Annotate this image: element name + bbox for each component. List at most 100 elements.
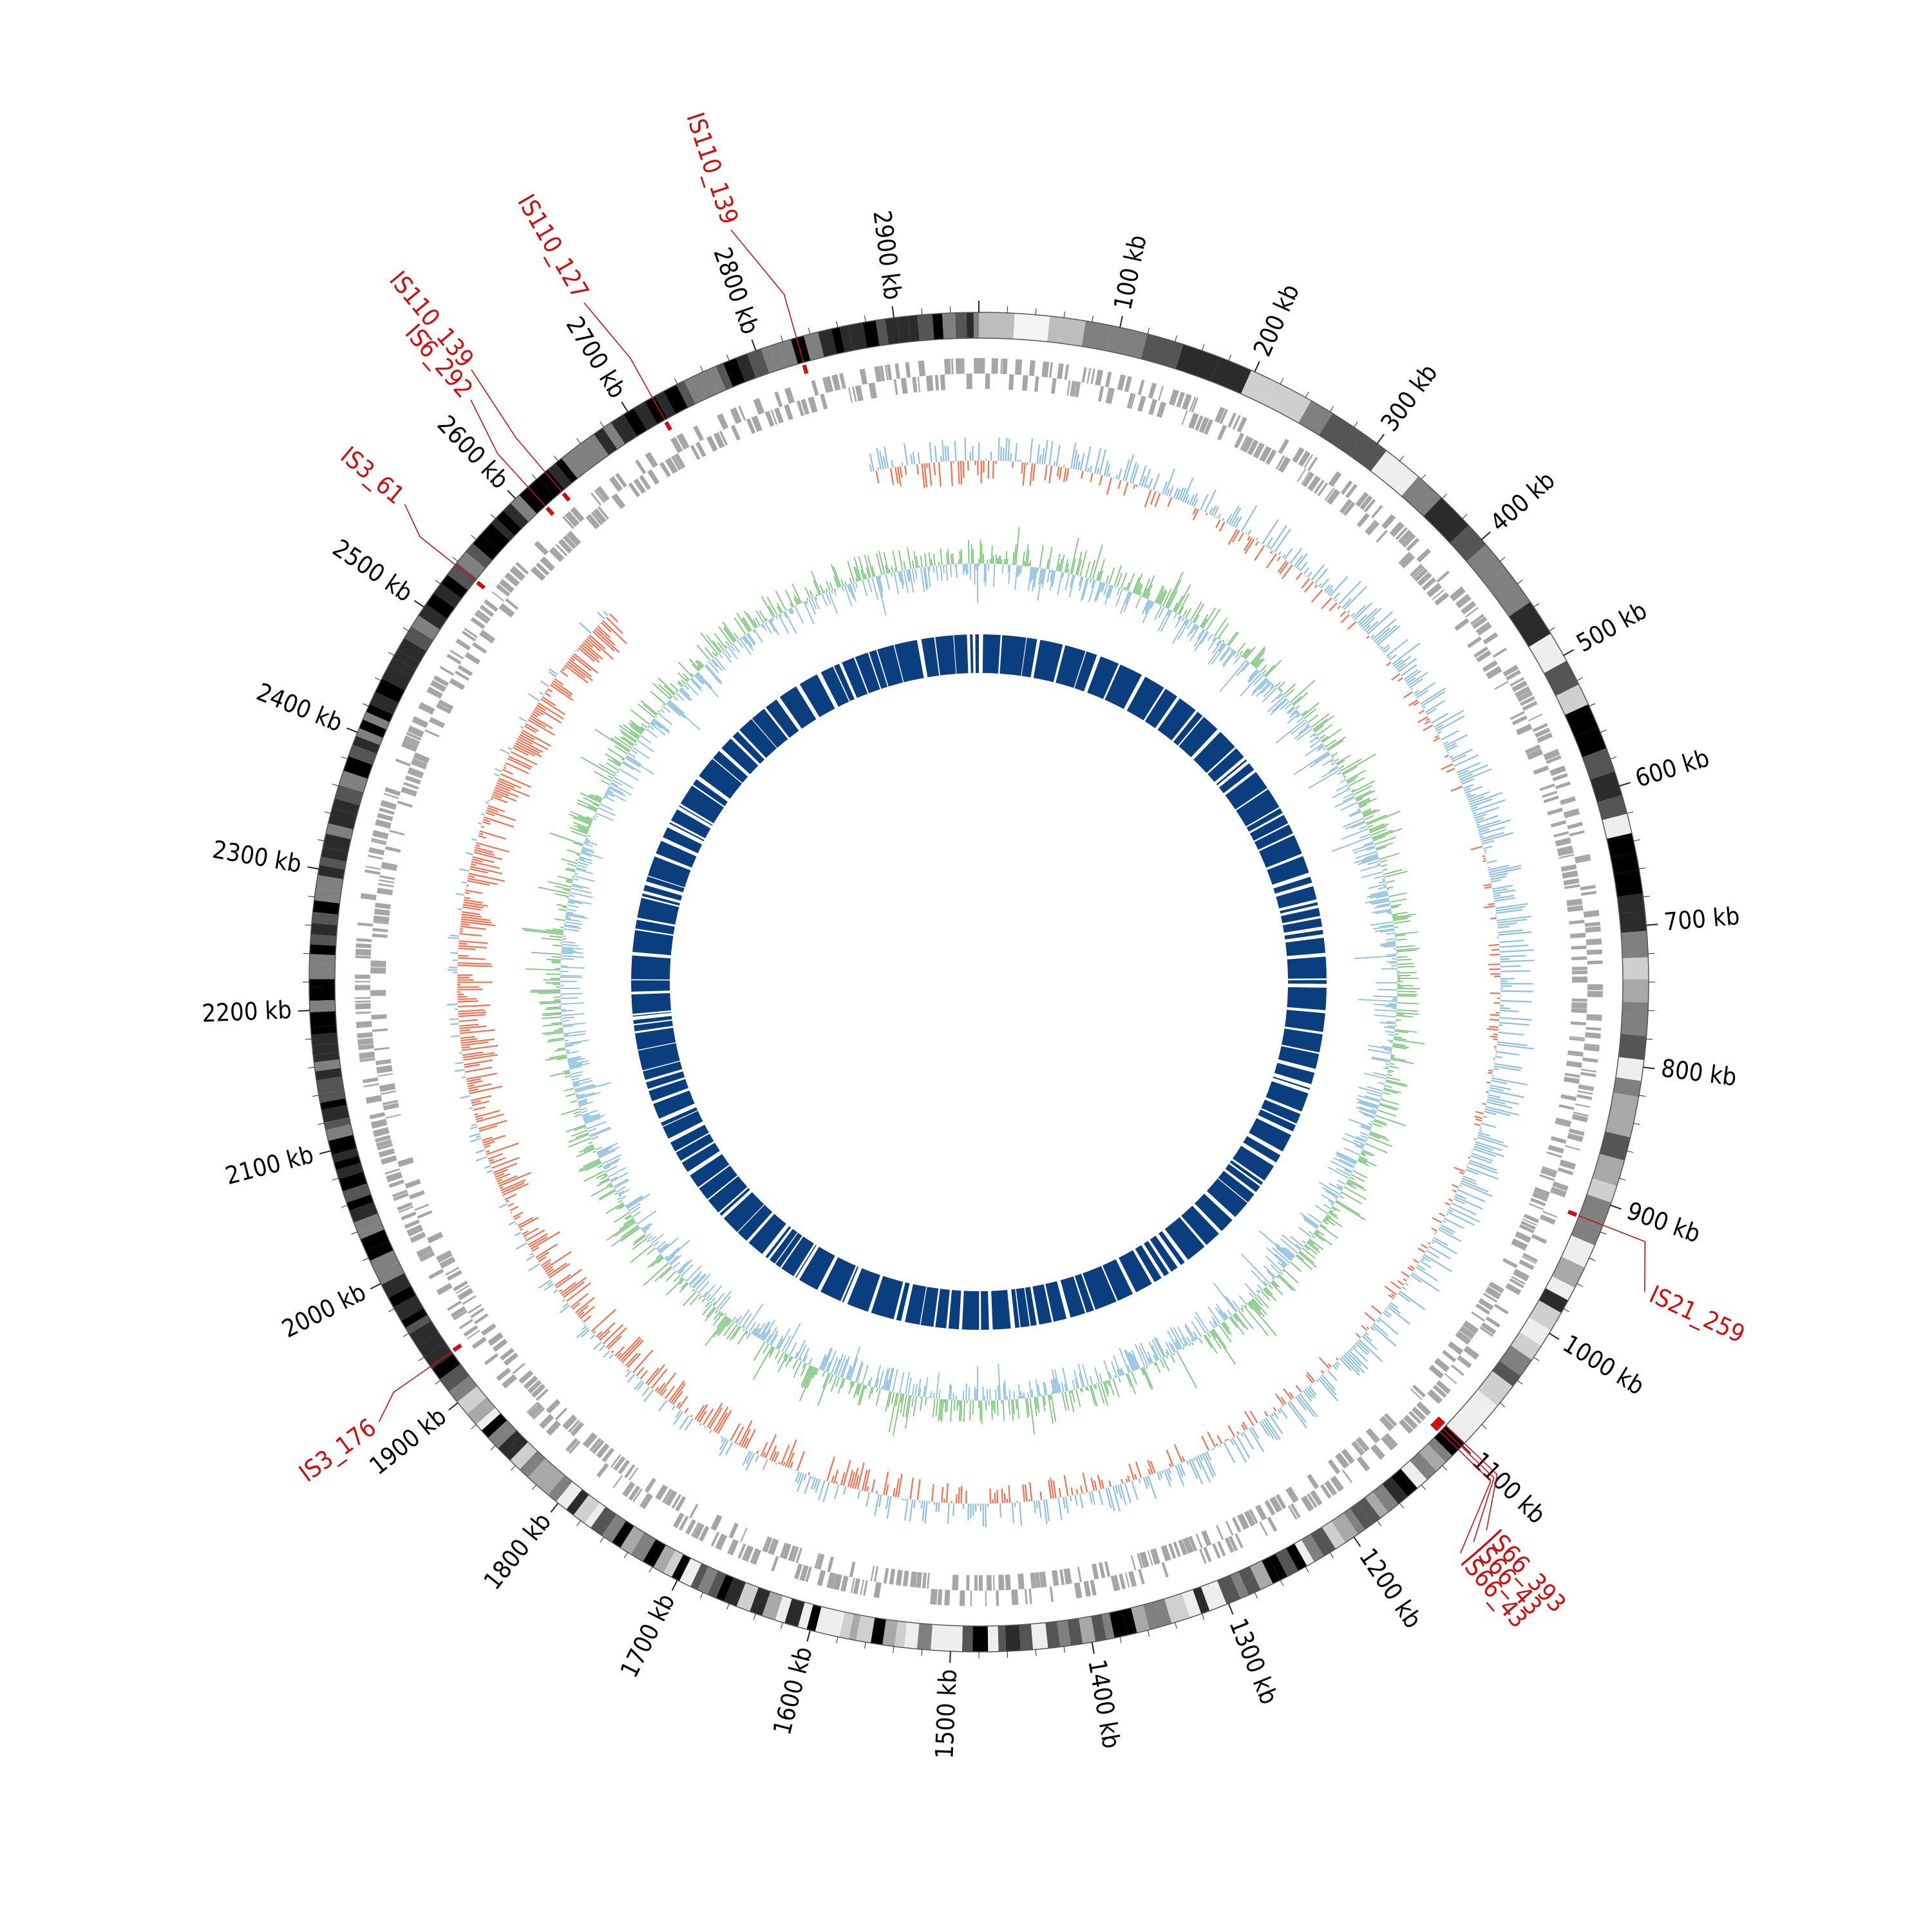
gc-bar xyxy=(1088,580,1096,603)
skew-bar xyxy=(1474,1115,1483,1119)
cds-feature xyxy=(526,1401,539,1414)
skew-bar xyxy=(1452,1189,1457,1193)
skew-bar xyxy=(620,1338,642,1362)
cds-feature xyxy=(1313,479,1325,494)
gc-bar xyxy=(1235,1312,1249,1331)
gc-bar xyxy=(1337,772,1341,775)
gc-bar xyxy=(799,1358,802,1361)
skew-bar xyxy=(1327,589,1334,595)
inner-ring-gap xyxy=(876,649,889,688)
gc-bar xyxy=(717,1318,730,1335)
gc-bar xyxy=(1331,836,1372,852)
gc-bar xyxy=(696,672,719,697)
gc-bar xyxy=(1336,754,1351,764)
gc-bar xyxy=(556,1057,567,1061)
cds-feature xyxy=(418,702,435,715)
cds-feature xyxy=(1363,498,1376,513)
skew-bar xyxy=(1036,444,1041,464)
gc-bar xyxy=(1030,567,1034,583)
skew-bar xyxy=(493,789,509,797)
gc-bar xyxy=(1168,1341,1175,1353)
skew-bar xyxy=(1444,754,1449,758)
ideogram-band xyxy=(1181,1589,1202,1618)
cds-feature xyxy=(1366,521,1379,536)
skew-bar xyxy=(1484,1108,1511,1117)
skew-bar xyxy=(1297,567,1300,571)
gc-bar xyxy=(649,723,666,735)
gc-bar xyxy=(688,1271,702,1285)
ideogram-band xyxy=(370,1250,399,1274)
cds-feature xyxy=(930,1589,938,1605)
gc-bar xyxy=(1050,569,1053,582)
skew-bar xyxy=(460,1037,478,1042)
tick-mark xyxy=(1610,1204,1622,1210)
gc-bar xyxy=(1221,1323,1230,1335)
ideogram-band xyxy=(498,1430,522,1454)
skew-bar xyxy=(1139,465,1147,486)
inner-ring-gap xyxy=(631,951,672,959)
skew-bar xyxy=(1378,1317,1399,1335)
skew-bar xyxy=(1321,597,1332,609)
gc-bar xyxy=(600,803,613,811)
gc-bar xyxy=(1358,1106,1377,1113)
gc-bar xyxy=(1050,1379,1055,1394)
gc-bar xyxy=(564,921,583,925)
inner-ring-gap xyxy=(1286,1007,1327,1014)
gc-bar xyxy=(847,584,851,593)
skew-bar xyxy=(1254,545,1265,561)
gc-bar xyxy=(826,580,831,591)
skew-bar xyxy=(1372,618,1397,641)
ideogram-band xyxy=(1057,1620,1071,1647)
skew-bar xyxy=(529,1253,534,1256)
cds-feature xyxy=(791,1546,799,1562)
cds-feature xyxy=(974,358,981,374)
gc-bar xyxy=(746,633,755,646)
cds-feature xyxy=(382,1099,399,1106)
gc-bar xyxy=(1345,770,1367,782)
cds-feature xyxy=(398,1206,414,1213)
gc-bar xyxy=(1172,602,1179,612)
cds-feature xyxy=(811,380,819,396)
skew-bar xyxy=(1106,477,1112,495)
gc-bar xyxy=(1259,1230,1293,1260)
cds-feature xyxy=(662,1488,673,1504)
gc-bar xyxy=(1194,1336,1197,1340)
ideogram-band xyxy=(309,964,336,980)
cds-feature xyxy=(1403,1414,1418,1430)
gc-bar xyxy=(871,1387,874,1394)
cds-feature xyxy=(1148,399,1157,415)
cds-feature xyxy=(1105,387,1115,404)
inner-ring-gap xyxy=(893,1281,906,1321)
skew-bar xyxy=(1416,689,1429,699)
inner-ring-gap xyxy=(718,748,751,777)
tick-mark xyxy=(864,1642,866,1649)
gc-bar xyxy=(1354,855,1378,864)
cds-feature xyxy=(1137,1553,1143,1569)
skew-bar xyxy=(1387,1305,1410,1325)
skew-bar xyxy=(1145,1476,1150,1486)
ideogram-band xyxy=(961,1625,973,1652)
skew-bar xyxy=(545,1268,554,1274)
skew-bar xyxy=(1460,1182,1493,1197)
skew-bar xyxy=(1303,581,1314,593)
gc-bar xyxy=(706,634,721,654)
cds-feature xyxy=(436,1250,453,1263)
gc-bar xyxy=(1379,943,1396,947)
gc-bar xyxy=(695,1273,711,1291)
cds-feature xyxy=(481,1323,497,1336)
ideogram-band xyxy=(1298,401,1333,435)
gc-bar xyxy=(1167,590,1178,609)
cds-feature xyxy=(532,1406,545,1420)
gc-bar xyxy=(1194,630,1208,652)
gc-bar xyxy=(565,1042,581,1046)
gc-bar xyxy=(829,1374,833,1383)
skew-bar xyxy=(1437,730,1442,734)
gc-bar xyxy=(1302,1216,1318,1228)
gc-bar xyxy=(1387,961,1397,963)
cds-feature xyxy=(540,556,555,572)
skew-bar xyxy=(1217,513,1222,519)
ideogram-band xyxy=(417,1332,446,1358)
skew-bar xyxy=(548,668,558,676)
gc-bar xyxy=(1287,707,1296,714)
gc-bar xyxy=(1359,833,1371,839)
